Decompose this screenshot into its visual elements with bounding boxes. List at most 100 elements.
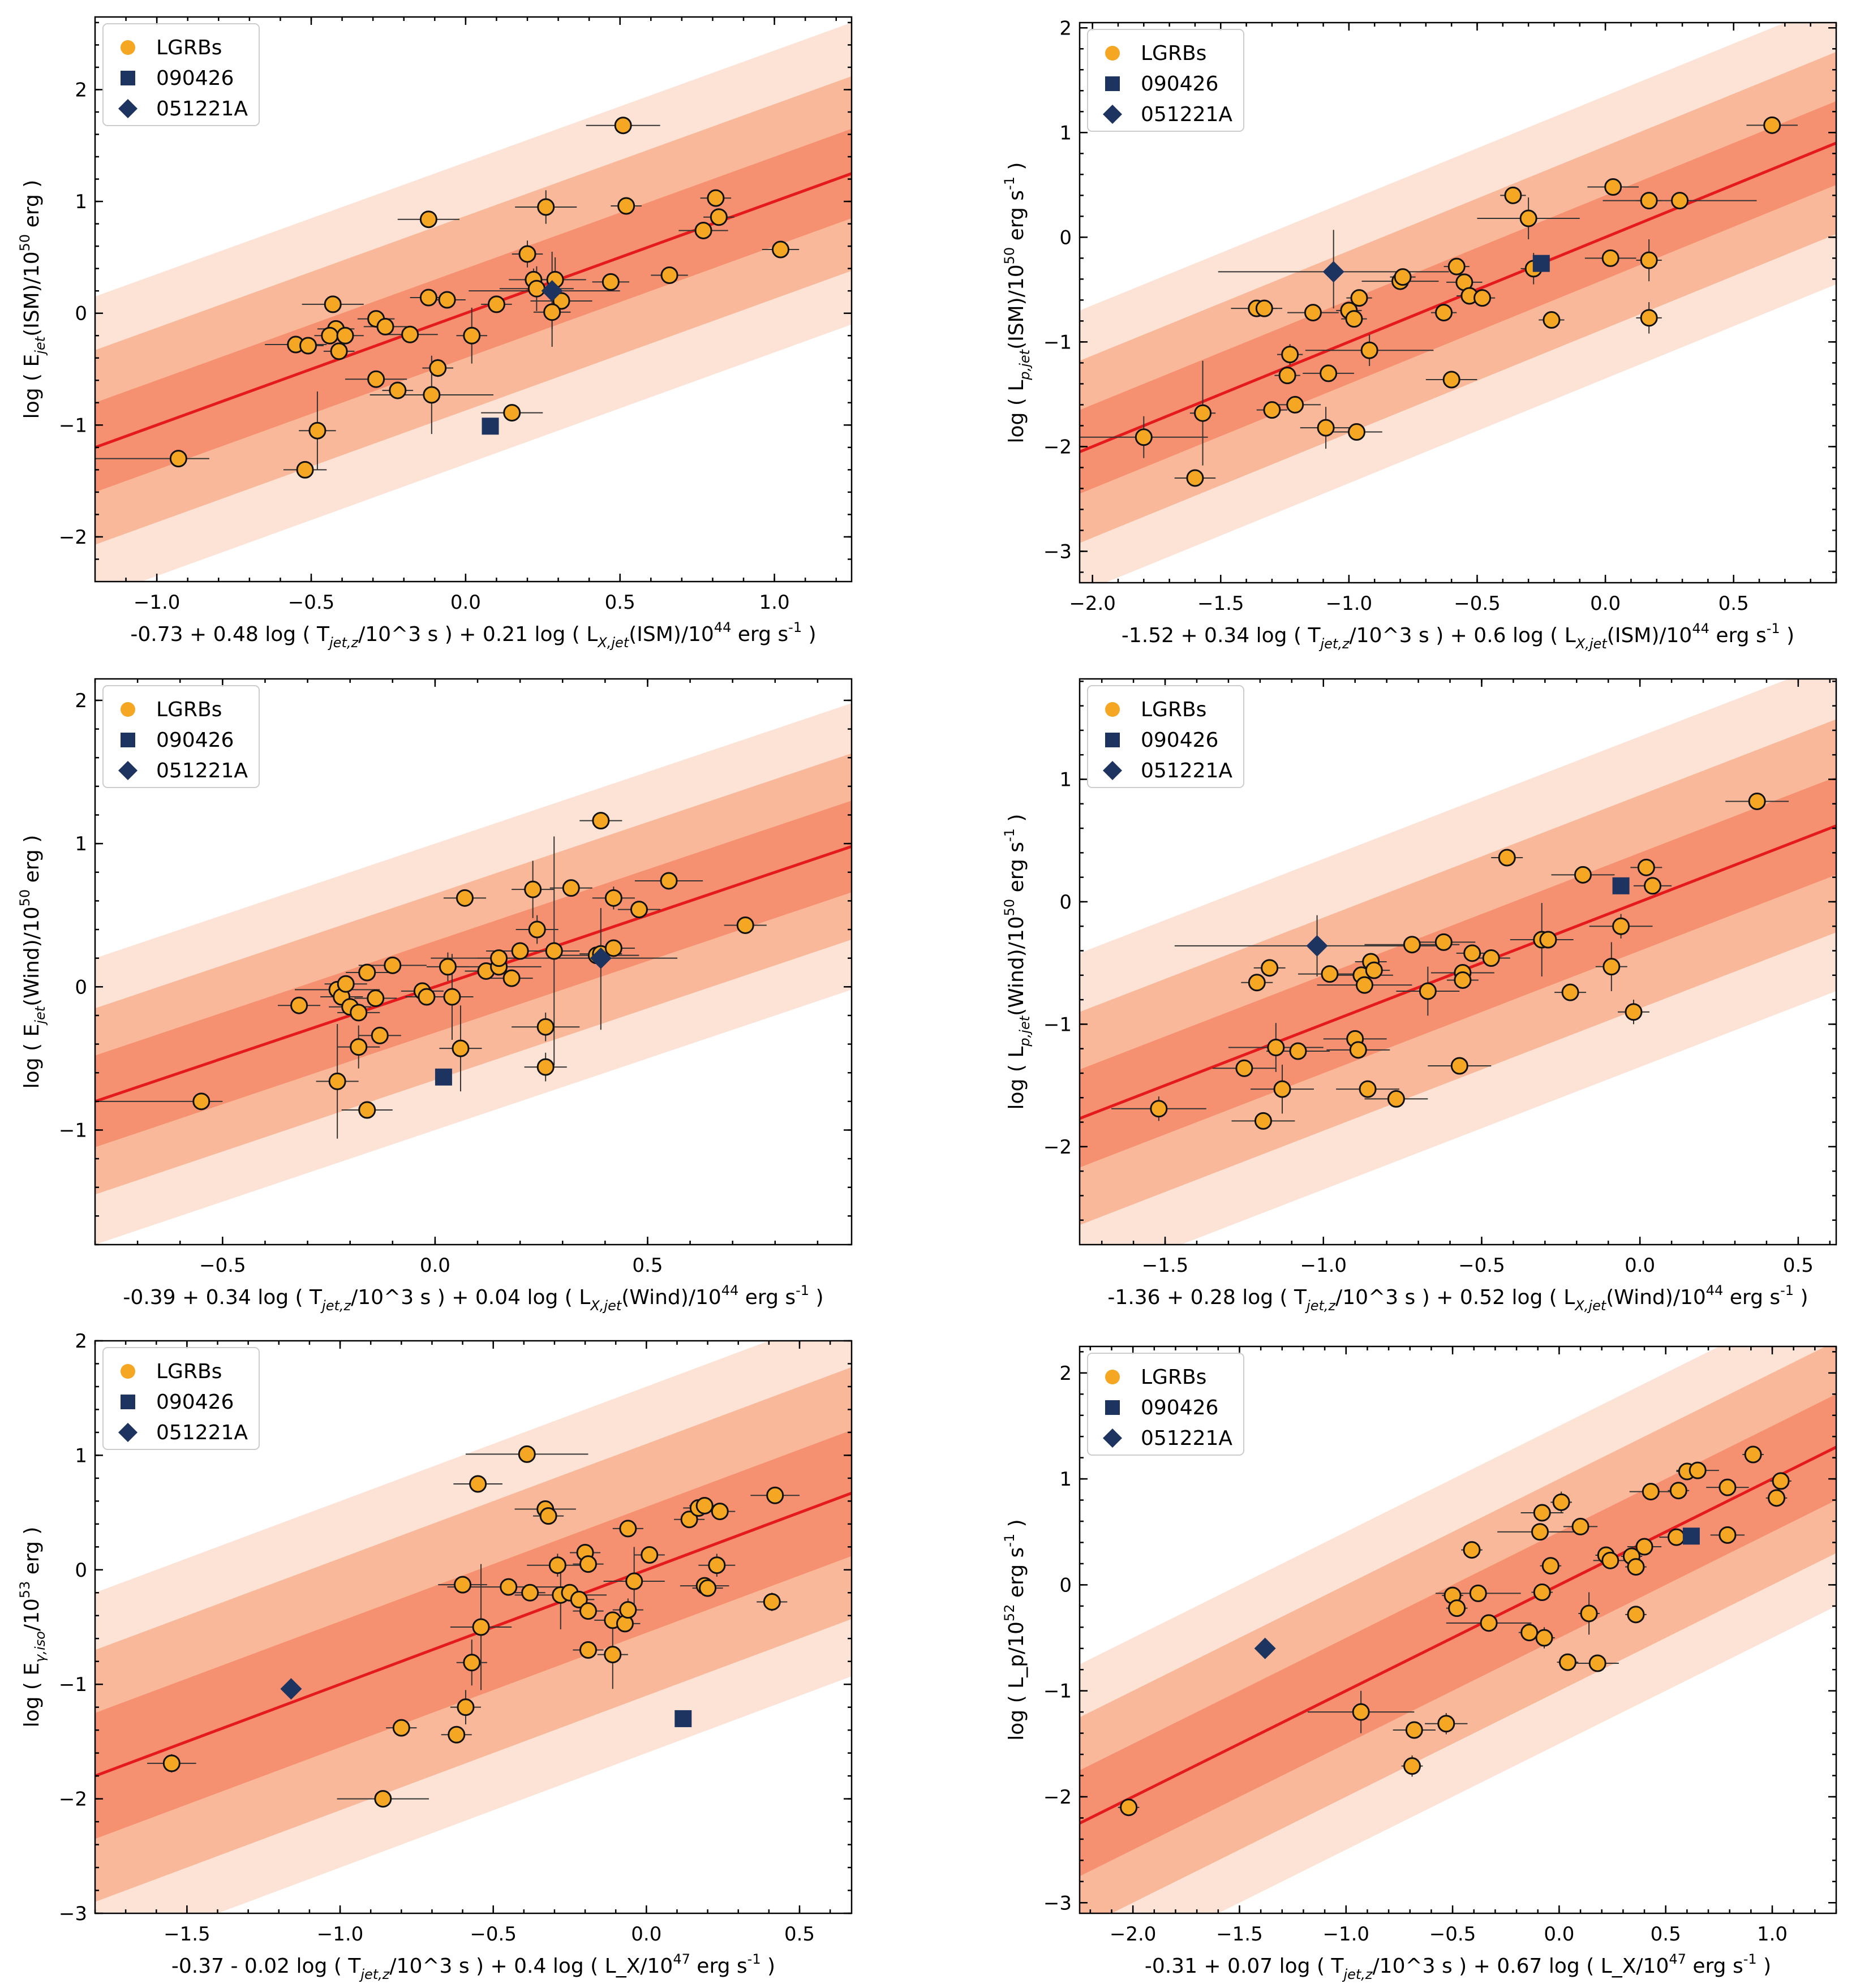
axis-ticks (1080, 23, 1837, 583)
x-tick-label: 0.0 (420, 1254, 450, 1277)
y-tick-label: 2 (1059, 1362, 1072, 1385)
x-tick-label: −1.5 (1197, 592, 1244, 615)
legend-label: 051221A (156, 1421, 248, 1444)
lgrb-point (528, 920, 546, 939)
lgrb-point (1744, 1445, 1762, 1464)
axis-ticks (94, 679, 852, 1246)
lgrb-point (660, 872, 678, 890)
lgrb-point (1531, 1523, 1549, 1541)
legend-label: 051221A (156, 97, 248, 121)
x-axis-label: -0.37 - 0.02 log ( Tjet,z/10^3 s ) + 0.4… (171, 1951, 775, 1982)
legend-label: 051221A (1141, 1427, 1232, 1450)
legend-label: LGRBs (1141, 42, 1206, 65)
lgrb-point (324, 295, 342, 313)
lgrb-point (579, 1641, 597, 1659)
legend-051221A-marker (1103, 1428, 1122, 1448)
plot-frame (1079, 1345, 1837, 1914)
lgrb-point (1520, 1624, 1539, 1642)
x-tick-label: 0.5 (632, 1254, 663, 1277)
lgrb-point (1543, 311, 1561, 329)
lgrb-point (439, 958, 457, 976)
grb051221A-point (280, 1678, 302, 1700)
lgrb-point (539, 1507, 557, 1525)
x-tick-label: −0.5 (1429, 1923, 1476, 1946)
lgrb-point (371, 1026, 389, 1044)
lgrb-point (469, 1475, 487, 1493)
legend-090426-marker (1105, 1400, 1120, 1415)
lgrb-point (358, 1101, 376, 1119)
lgrb-point (1463, 944, 1481, 962)
grb090426-point (482, 418, 499, 435)
lgrb-point (1588, 1654, 1606, 1672)
lgrb-point (604, 1646, 622, 1664)
lgrb-point (1289, 1042, 1307, 1060)
lgrb-point (1435, 304, 1453, 322)
lgrb-point (1350, 289, 1368, 307)
lgrb-point (1640, 309, 1658, 327)
y-tick-label: 1 (75, 1444, 87, 1467)
lgrb-point (1254, 1112, 1272, 1130)
legend-090426-marker (1105, 733, 1120, 747)
lgrb-point (1561, 983, 1579, 1001)
y-tick-label: −3 (1043, 540, 1072, 563)
lgrb-point (1321, 965, 1339, 983)
best-fit-line (1080, 1445, 1836, 1825)
x-tick-label: 0.5 (1718, 592, 1749, 615)
axis-ticks (1080, 1346, 1837, 1913)
lgrb-point (1387, 1090, 1405, 1108)
lgrb-point (518, 245, 536, 263)
lgrb-point (1473, 289, 1492, 307)
tick-labels: −2.0 −1.5 −1.0 −0.5 0.0 0.5 −3 −2 −1 0 1 2 (1043, 17, 1749, 615)
lgrb-point (487, 295, 505, 313)
lgrb-point (527, 279, 545, 298)
lgrb-point (1625, 1003, 1643, 1021)
grb051221A-point (541, 280, 563, 302)
lgrb-point (463, 1654, 481, 1672)
lgrb-point (699, 1579, 717, 1597)
lgrb-point (1601, 249, 1619, 267)
lgrb-point (1150, 1100, 1168, 1118)
lgrb-point (1574, 866, 1592, 884)
legend-box (1087, 29, 1244, 132)
lgrb-point (1447, 257, 1466, 276)
lgrb-point (1403, 936, 1421, 954)
lgrb-point (552, 292, 570, 310)
tick-labels: −2.0 −1.5 −1.0 −0.5 0.0 0.5 1.0 −3 −2 −1 0 1 2 (1043, 1362, 1788, 1946)
lgrb-point (376, 317, 394, 335)
best-fit-line (95, 845, 852, 1103)
x-tick-label: 0.5 (784, 1923, 815, 1946)
lgrb-point (1355, 976, 1373, 994)
legend-090426-marker (1105, 76, 1120, 91)
legend-box (102, 1347, 260, 1450)
y-tick-label: 1 (1059, 768, 1072, 791)
y-tick-label: 0 (75, 976, 87, 999)
lgrb-point (1469, 1584, 1487, 1602)
legend-051221A-marker (118, 761, 138, 780)
x-tick-label: 0.5 (605, 591, 635, 614)
legend-lgrb-marker (1105, 46, 1120, 61)
y-tick-label: 1 (75, 833, 87, 855)
y-tick-label: −3 (59, 1903, 87, 1925)
lgrb-point (1267, 1039, 1285, 1057)
lgrb-point (625, 1572, 643, 1590)
lgrb-point (1627, 1606, 1645, 1624)
lgrb-point (763, 1593, 781, 1611)
legend-051221A-marker (118, 99, 138, 118)
tick-labels: −1.5 −1.0 −0.5 0.0 0.5 −2 −1 0 1 (1043, 768, 1814, 1277)
lgrb-point (708, 1556, 726, 1574)
lgrb-point (1627, 1558, 1645, 1576)
lgrb-point (1718, 1526, 1737, 1544)
x-tick-label: 0.0 (1590, 592, 1621, 615)
lgrb-point (1352, 1703, 1370, 1721)
tick-labels: −1.0 −0.5 0.0 0.5 1.0 −2 −1 0 1 2 (59, 79, 790, 614)
lgrb-point (1235, 1059, 1253, 1077)
lgrb-point (1349, 1041, 1367, 1059)
lgrb-point (454, 1576, 472, 1594)
legend-label: 090426 (156, 67, 234, 90)
lgrb-point (1539, 931, 1557, 949)
lgrb-point (1437, 1715, 1455, 1733)
panel-top-right: −2.0 −1.5 −1.0 −0.5 0.0 0.5 −3 −2 −1 0 1 2 -1.52 + 0… (1002, 17, 1837, 652)
lgrb-point (536, 1018, 555, 1036)
lgrb-point (1463, 1541, 1481, 1559)
lgrb-point (1635, 1538, 1653, 1556)
